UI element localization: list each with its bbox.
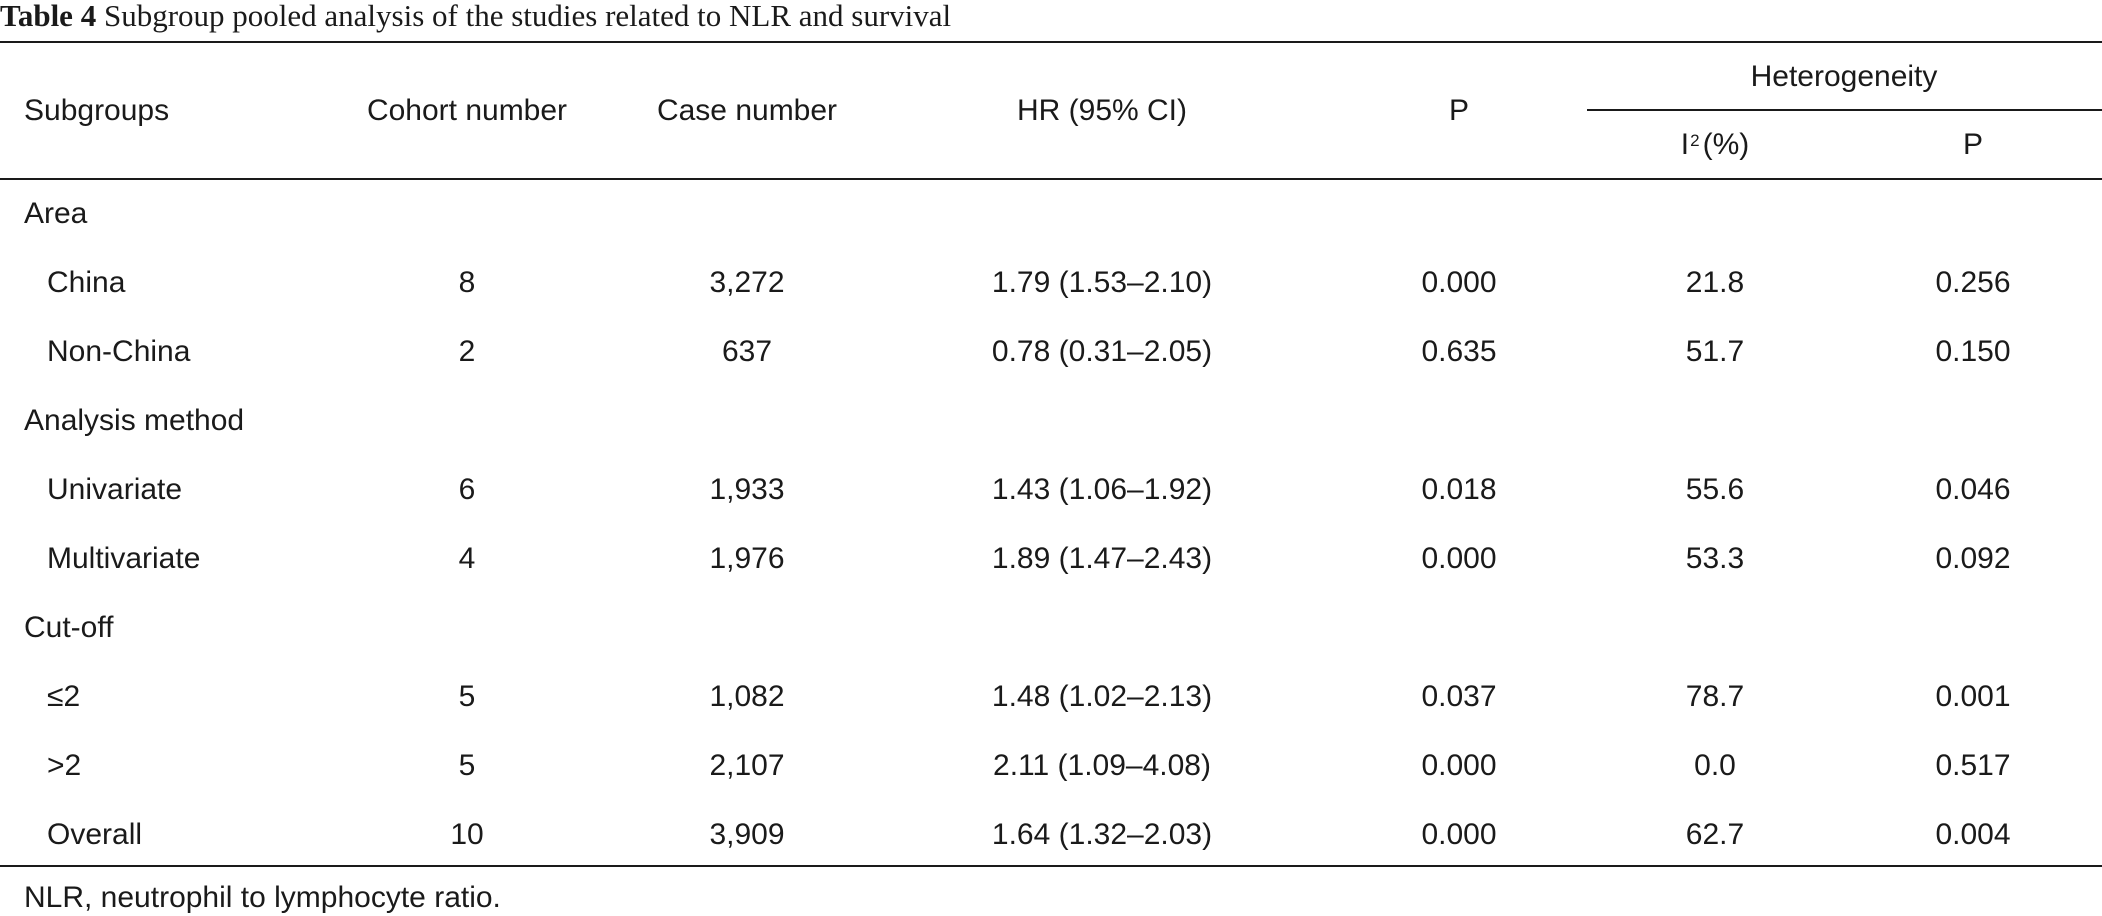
p-value: 0.635 xyxy=(1421,335,1497,368)
table-title: Subgroup pooled analysis of the studies … xyxy=(96,0,952,33)
het-p-value: 0.004 xyxy=(1935,818,2011,851)
het-p-value: 0.256 xyxy=(1935,266,2011,299)
het-p-value: 0.092 xyxy=(1935,542,2011,575)
hr-value: 1.43 (1.06–1.92) xyxy=(991,473,1213,506)
table-number: Table 4 xyxy=(0,0,97,33)
i2-value: 78.7 xyxy=(1685,680,1745,713)
group-label-cut-off: Cut-off xyxy=(24,611,114,644)
header-rule xyxy=(0,178,2102,180)
p-value: 0.000 xyxy=(1421,266,1497,299)
hr-value: 1.89 (1.47–2.43) xyxy=(991,542,1213,575)
row-label: Univariate xyxy=(47,473,183,506)
case-number: 1,933 xyxy=(709,473,785,506)
case-number: 2,107 xyxy=(709,749,785,782)
hr-value: 1.64 (1.32–2.03) xyxy=(991,818,1213,851)
bottom-rule xyxy=(0,865,2102,867)
p-value: 0.000 xyxy=(1421,818,1497,851)
table-footnote: NLR, neutrophil to lymphocyte ratio. xyxy=(24,881,501,914)
i2-value: 0.0 xyxy=(1694,749,1736,782)
cohort-number: 10 xyxy=(450,818,484,851)
i2-value: 62.7 xyxy=(1685,818,1745,851)
cohort-number: 2 xyxy=(458,335,476,368)
case-number: 3,909 xyxy=(709,818,785,851)
row-label: >2 xyxy=(47,749,82,782)
header-het-p: P xyxy=(1962,128,1984,161)
cohort-number: 5 xyxy=(458,680,476,713)
hr-value: 2.11 (1.09–4.08) xyxy=(993,749,1211,782)
header-p: P xyxy=(1448,94,1470,127)
row-label: Overall xyxy=(47,818,143,851)
het-p-value: 0.150 xyxy=(1935,335,2011,368)
group-label-area: Area xyxy=(24,197,88,230)
cohort-number: 4 xyxy=(458,542,476,575)
row-label: ≤2 xyxy=(47,680,81,713)
p-value: 0.000 xyxy=(1421,749,1497,782)
header-case-number: Case number xyxy=(656,94,838,127)
het-p-value: 0.517 xyxy=(1935,749,2011,782)
group-label-analysis-method: Analysis method xyxy=(24,404,245,437)
case-number: 1,082 xyxy=(709,680,785,713)
cohort-number: 8 xyxy=(458,266,476,299)
cohort-number: 6 xyxy=(458,473,476,506)
i2-value: 51.7 xyxy=(1685,335,1745,368)
row-label: China xyxy=(47,266,126,299)
table-caption: Table 4 Subgroup pooled analysis of the … xyxy=(0,0,951,40)
case-number: 3,272 xyxy=(709,266,785,299)
het-p-value: 0.001 xyxy=(1935,680,2011,713)
p-value: 0.037 xyxy=(1421,680,1497,713)
hr-value: 0.78 (0.31–2.05) xyxy=(991,335,1213,368)
row-label: Non-China xyxy=(47,335,191,368)
header-subgroups: Subgroups xyxy=(24,94,170,127)
hr-value: 1.79 (1.53–2.10) xyxy=(991,266,1213,299)
p-value: 0.000 xyxy=(1421,542,1497,575)
het-p-value: 0.046 xyxy=(1935,473,2011,506)
p-value: 0.018 xyxy=(1421,473,1497,506)
header-heterogeneity: Heterogeneity xyxy=(1750,60,1938,93)
case-number: 637 xyxy=(721,335,773,368)
i2-superscript: 2 xyxy=(1690,131,1700,150)
i2-value: 53.3 xyxy=(1685,542,1745,575)
top-rule xyxy=(0,41,2102,43)
header-hr: HR (95% CI) xyxy=(1016,94,1188,127)
cohort-number: 5 xyxy=(458,749,476,782)
heterogeneity-rule xyxy=(1587,109,2102,111)
case-number: 1,976 xyxy=(709,542,785,575)
i2-value: 55.6 xyxy=(1685,473,1745,506)
hr-value: 1.48 (1.02–2.13) xyxy=(991,680,1213,713)
header-i2: I2 (%) xyxy=(1680,128,1750,161)
row-label: Multivariate xyxy=(47,542,201,575)
i2-value: 21.8 xyxy=(1685,266,1745,299)
header-cohort-number: Cohort number xyxy=(366,94,568,127)
